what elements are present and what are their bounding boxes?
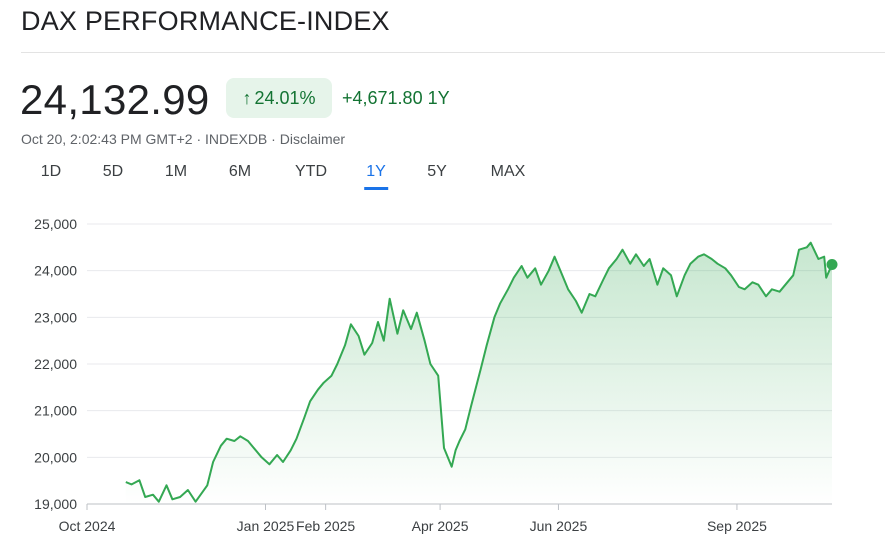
tab-1d[interactable]: 1D <box>40 163 62 180</box>
tab-5y[interactable]: 5Y <box>427 163 447 180</box>
quote-meta: Oct 20, 2:02:43 PM GMT+2 · INDEXDB · Dis… <box>21 131 345 147</box>
tab-5d[interactable]: 5D <box>102 163 124 180</box>
time-range-tabs: 1D 5D 1M 6M YTD 1Y 5Y MAX <box>0 160 600 190</box>
percent-change-badge: ↑ 24.01% <box>226 78 332 118</box>
change-period: 1Y <box>427 88 450 108</box>
x-tick-label: Sep 2025 <box>707 518 767 534</box>
y-tick-label: 19,000 <box>34 496 77 512</box>
x-tick-label: Feb 2025 <box>296 518 355 534</box>
tab-max[interactable]: MAX <box>490 163 526 180</box>
page-title: DAX PERFORMANCE-INDEX <box>21 6 390 36</box>
header-divider <box>21 52 885 53</box>
arrow-up-icon: ↑ <box>242 88 252 108</box>
absolute-change-value: +4,671.80 <box>342 88 423 108</box>
y-tick-label: 20,000 <box>34 449 77 465</box>
y-tick-label: 25,000 <box>34 216 77 232</box>
percent-change-value: 24.01% <box>254 87 316 108</box>
current-price-marker <box>826 258 838 270</box>
quote-source: INDEXDB <box>205 131 268 147</box>
tab-1m[interactable]: 1M <box>164 163 188 180</box>
meta-separator: · <box>196 131 202 147</box>
absolute-change: +4,671.80 1Y <box>342 88 450 109</box>
tab-ytd[interactable]: YTD <box>295 163 327 180</box>
quote-timestamp: Oct 20, 2:02:43 PM GMT+2 <box>21 131 193 147</box>
y-tick-label: 24,000 <box>34 263 77 279</box>
x-axis: Oct 2024 Jan 2025 Feb 2025 Apr 2025 Jun 2025… <box>59 504 767 534</box>
x-tick-label: Jun 2025 <box>530 518 588 534</box>
tab-1y[interactable]: 1Y <box>364 160 388 190</box>
y-tick-label: 22,000 <box>34 356 77 372</box>
tab-6m[interactable]: 6M <box>228 163 252 180</box>
y-axis: 25,000 24,000 23,000 22,000 21,000 20,000 19,0… <box>34 216 77 512</box>
y-tick-label: 21,000 <box>34 403 77 419</box>
meta-separator-2: · <box>271 131 276 147</box>
price-chart[interactable]: 25,000 24,000 23,000 22,000 21,000 20,000 19,0… <box>0 200 885 546</box>
x-tick-label: Jan 2025 <box>237 518 295 534</box>
current-price: 24,132.99 <box>20 76 210 123</box>
disclaimer-link[interactable]: Disclaimer <box>279 131 346 147</box>
price-area-fill <box>125 242 833 504</box>
price-line <box>125 241 833 503</box>
x-tick-label: Apr 2025 <box>412 518 469 534</box>
y-tick-label: 23,000 <box>34 309 77 325</box>
x-tick-label: Oct 2024 <box>59 518 116 534</box>
